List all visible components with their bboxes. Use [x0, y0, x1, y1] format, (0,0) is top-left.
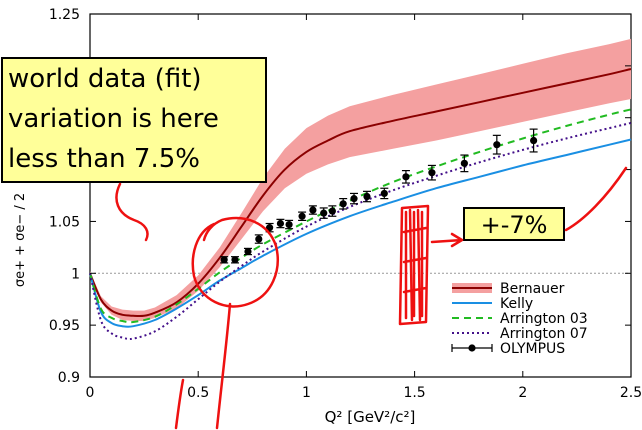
ink-stroke-right [564, 166, 628, 232]
ink-arrow-from-callout [115, 182, 149, 242]
ink-vertical-scribble [398, 204, 430, 326]
olympus-points-layer [220, 128, 538, 264]
olympus-point [244, 247, 252, 256]
arrington-03-line [89, 108, 632, 324]
legend-label-kelly: Kelly [500, 296, 533, 312]
bernauer-line [89, 68, 632, 318]
series-layer [89, 68, 632, 341]
y-tick-label: 1 [71, 266, 80, 282]
olympus-point [493, 141, 501, 149]
olympus-point [530, 136, 538, 145]
y-tick-label: 1.05 [49, 214, 80, 230]
legend-label-arrington-07: Arrington 07 [500, 326, 588, 342]
olympus-point [298, 212, 306, 220]
olympus-point [266, 224, 274, 232]
legend-swatch-point [468, 344, 476, 352]
ink-arrow-to-label [430, 232, 464, 248]
world-data-callout: world data (fit) variation is here less … [1, 57, 267, 183]
ink-stroke-down-short [174, 378, 185, 430]
olympus-point [428, 169, 436, 177]
olympus-point [255, 235, 263, 243]
y-axis-label: σe+ + σe− / 2 [13, 193, 28, 287]
callout-line-1: world data (fit) [8, 64, 202, 94]
plot-border [89, 13, 632, 378]
olympus-point [309, 206, 317, 214]
olympus-point [350, 195, 358, 203]
ink-scribbles [115, 166, 628, 430]
x-tick-label: 1 [302, 385, 311, 401]
band-width-box [463, 207, 565, 241]
x-tick-label: 1.5 [403, 385, 425, 401]
olympus-point [320, 209, 328, 217]
x-axis-label: Q² [GeV²/c²] [325, 408, 416, 426]
ink-circle [191, 216, 279, 308]
band-width-label: +-7% [463, 207, 565, 241]
legend-label-olympus: OLYMPUS [500, 341, 565, 357]
x-tick-label: 0.5 [187, 385, 209, 401]
x-tick-label: 0 [86, 385, 95, 401]
olympus-point [460, 159, 468, 167]
legend-label-bernauer: Bernauer [500, 281, 565, 297]
arrington-07-line [89, 121, 632, 341]
olympus-point [220, 256, 228, 264]
olympus-point [231, 256, 239, 264]
y-tick-label: 0.95 [49, 318, 80, 334]
y-tick-label: 1.25 [49, 7, 80, 23]
kelly-line [89, 138, 632, 328]
olympus-point [285, 220, 293, 229]
olympus-point [363, 192, 371, 201]
olympus-point [402, 173, 410, 181]
x-tick-label: 2 [518, 385, 527, 401]
ink-stroke-down-left [215, 302, 232, 430]
x-tick-label: 2.5 [620, 385, 642, 401]
ticks-layer: 0 0.5 1 1.5 2 2.5 0.9 0.95 1 1.05 1.25 [49, 7, 642, 401]
y-tick-label: 0.9 [58, 370, 80, 386]
olympus-point [276, 219, 285, 228]
legend-label-arrington-03: Arrington 03 [500, 311, 588, 327]
olympus-point [339, 200, 347, 208]
callout-box [1, 57, 267, 183]
olympus-point [380, 189, 388, 198]
band-width-text: +-7% [481, 211, 548, 239]
callout-line-3: less than 7.5% [8, 144, 200, 174]
plot-frame [89, 13, 632, 378]
olympus-point [328, 207, 336, 215]
callout-line-2: variation is here [8, 104, 219, 134]
